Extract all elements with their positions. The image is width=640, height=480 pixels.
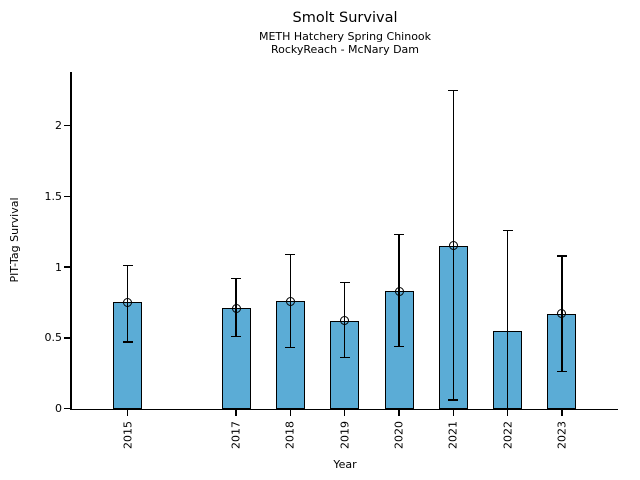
error-cap-low [339, 356, 350, 359]
bar-2015 [113, 302, 142, 410]
error-bar-2022 [506, 230, 509, 409]
error-cap-high [231, 277, 242, 280]
chart-subtitle-reach: RockyReach - McNary Dam [270, 43, 420, 56]
x-tick-label: 2023 [555, 420, 569, 449]
error-cap-high [556, 255, 567, 257]
bar-2018 [275, 301, 305, 410]
y-tick [64, 195, 70, 198]
chart-subtitle-hatchery: METH Hatchery Spring Chinook [258, 30, 432, 43]
y-tick [64, 124, 70, 127]
error-cap-low [122, 341, 133, 343]
error-cap-high [339, 281, 350, 284]
error-cap-high [394, 233, 404, 236]
y-axis-spine [70, 72, 72, 410]
point-marker-2015 [123, 297, 132, 307]
x-tick [235, 410, 237, 416]
error-cap-low [231, 335, 242, 338]
error-cap-low [285, 346, 296, 349]
point-marker-2017 [231, 303, 241, 313]
x-tick-label: 2019 [338, 420, 352, 449]
point-marker-2023 [557, 309, 567, 319]
x-tick-label: 2018 [283, 420, 297, 449]
point-marker-2018 [285, 296, 295, 306]
x-tick-label: 2022 [501, 420, 515, 449]
y-tick [64, 266, 70, 268]
y-tick-label: 1.5 [44, 189, 63, 203]
error-cap-low [448, 399, 459, 401]
point-marker-2020 [394, 286, 404, 296]
error-cap-low [394, 345, 404, 348]
y-tick-label: 0.5 [44, 331, 63, 345]
y-tick [64, 407, 70, 410]
y-tick-label: 2 [55, 119, 62, 133]
x-tick-label: 2021 [446, 420, 460, 449]
x-axis-label: Year [333, 458, 357, 471]
x-tick [289, 410, 292, 416]
y-tick-label: 1 [55, 260, 62, 274]
error-cap-high [448, 89, 459, 92]
x-tick-label: 2017 [229, 420, 243, 449]
y-tick-label: 0 [55, 402, 62, 415]
error-cap-low [556, 370, 567, 373]
x-tick-label: 2020 [392, 420, 406, 449]
x-tick [398, 410, 400, 416]
point-marker-2019 [340, 316, 350, 326]
point-marker-2021 [448, 241, 458, 251]
x-tick [506, 410, 509, 416]
chart-title: Smolt Survival [292, 10, 398, 26]
y-tick [64, 337, 70, 339]
x-tick [126, 410, 129, 416]
x-tick-label: 2015 [121, 420, 134, 449]
x-tick [561, 410, 563, 416]
error-cap-high [285, 253, 296, 256]
x-tick [343, 410, 346, 416]
x-tick [452, 410, 455, 416]
error-cap-high [122, 264, 133, 267]
error-cap-high [502, 229, 513, 232]
